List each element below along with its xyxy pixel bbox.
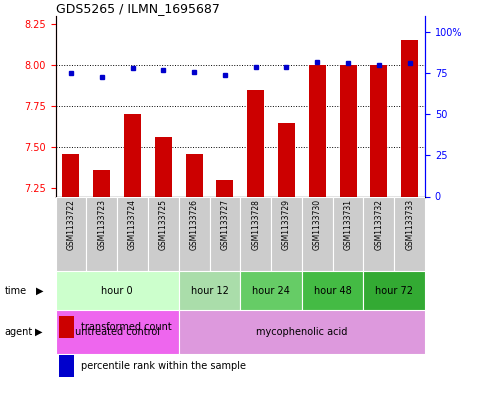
Text: time: time: [5, 286, 27, 296]
Bar: [56, 271, 179, 310]
Text: GSM1133731: GSM1133731: [343, 199, 353, 250]
Bar: [309, 65, 326, 196]
Bar: [59, 355, 74, 377]
Text: transformed count: transformed count: [82, 322, 172, 332]
Text: hour 72: hour 72: [375, 286, 413, 296]
Bar: [56, 310, 179, 354]
Text: mycophenolic acid: mycophenolic acid: [256, 327, 348, 337]
Bar: [364, 196, 394, 271]
Bar: [117, 196, 148, 271]
Text: ▶: ▶: [35, 327, 43, 337]
Bar: [340, 65, 356, 196]
Bar: [210, 196, 240, 271]
Bar: [394, 196, 425, 271]
Bar: [93, 170, 110, 196]
Text: percentile rank within the sample: percentile rank within the sample: [82, 361, 246, 371]
Bar: [271, 196, 302, 271]
Bar: [302, 196, 333, 271]
Bar: [370, 65, 387, 196]
Text: hour 0: hour 0: [101, 286, 133, 296]
Text: untreated control: untreated control: [75, 327, 159, 337]
Bar: [179, 196, 210, 271]
Bar: [364, 271, 425, 310]
Bar: [62, 154, 79, 196]
Bar: [240, 196, 271, 271]
Text: hour 24: hour 24: [252, 286, 290, 296]
Text: GSM1133733: GSM1133733: [405, 199, 414, 250]
Text: GSM1133729: GSM1133729: [282, 199, 291, 250]
Text: GSM1133726: GSM1133726: [190, 199, 199, 250]
Text: GSM1133732: GSM1133732: [374, 199, 384, 250]
Bar: [155, 137, 172, 196]
Text: GSM1133725: GSM1133725: [159, 199, 168, 250]
Bar: [278, 123, 295, 196]
Bar: [247, 90, 264, 196]
Bar: [302, 271, 364, 310]
Text: ▶: ▶: [36, 286, 44, 296]
Text: GSM1133727: GSM1133727: [220, 199, 229, 250]
Text: GSM1133730: GSM1133730: [313, 199, 322, 250]
Bar: [148, 196, 179, 271]
Text: GDS5265 / ILMN_1695687: GDS5265 / ILMN_1695687: [56, 2, 219, 15]
Text: GSM1133728: GSM1133728: [251, 199, 260, 250]
Text: agent: agent: [5, 327, 33, 337]
Bar: [86, 196, 117, 271]
Text: GSM1133724: GSM1133724: [128, 199, 137, 250]
Bar: [179, 271, 240, 310]
Text: hour 48: hour 48: [314, 286, 352, 296]
Text: hour 12: hour 12: [191, 286, 228, 296]
Bar: [179, 310, 425, 354]
Bar: [216, 180, 233, 196]
Bar: [56, 196, 86, 271]
Bar: [333, 196, 364, 271]
Bar: [59, 316, 74, 338]
Bar: [241, 271, 302, 310]
Text: GSM1133723: GSM1133723: [97, 199, 106, 250]
Text: GSM1133722: GSM1133722: [67, 199, 75, 250]
Bar: [185, 154, 202, 196]
Bar: [124, 114, 141, 196]
Bar: [401, 40, 418, 196]
